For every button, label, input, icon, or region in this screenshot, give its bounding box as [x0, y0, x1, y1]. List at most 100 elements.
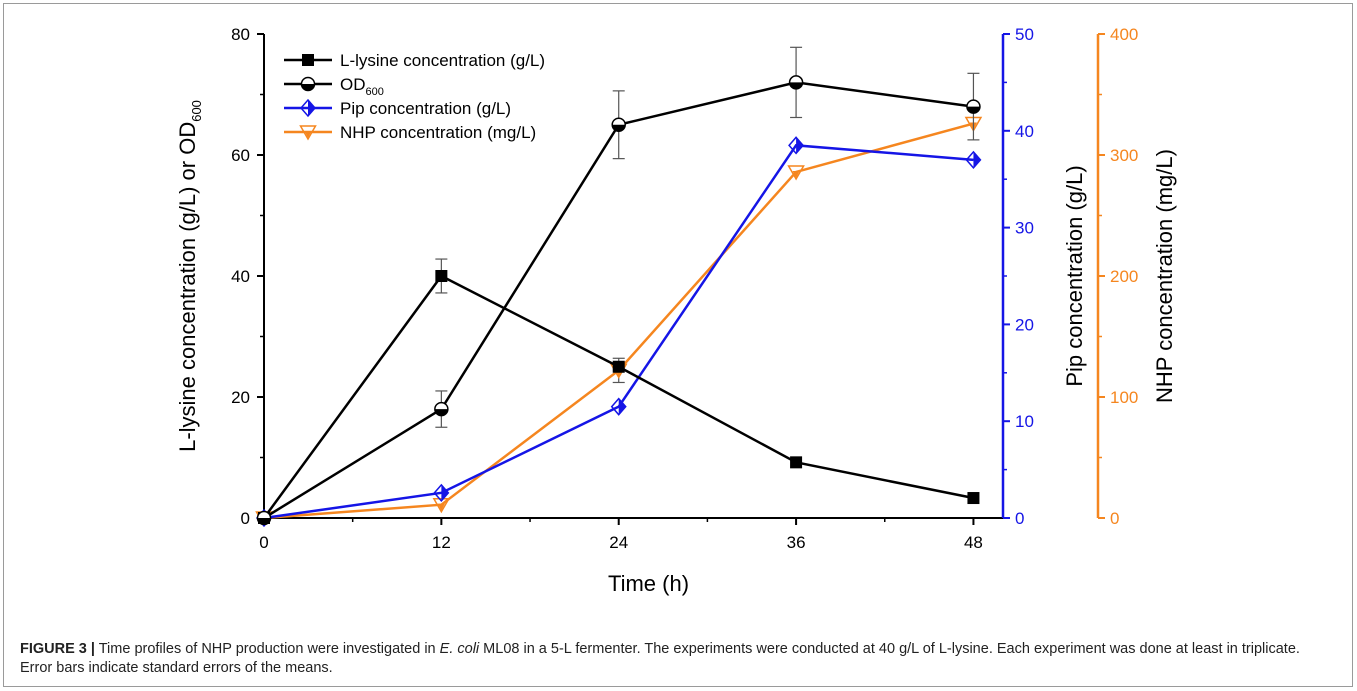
series-od-point-fill — [434, 409, 448, 416]
legend-label: OD600 — [340, 75, 384, 98]
right-axis-nhp-title: NHP concentration (mg/L) — [1152, 149, 1177, 403]
series-lysine — [258, 258, 980, 524]
right-axis-pip-tick-label: 30 — [1015, 219, 1034, 238]
right-axis-pip-tick-label: 0 — [1015, 509, 1024, 528]
legend-label: L-lysine concentration (g/L) — [340, 51, 545, 70]
legend-label-text: NHP concentration (mg/L) — [340, 123, 536, 142]
series-od-point-fill — [789, 82, 803, 89]
series-pip-point-outline — [433, 483, 450, 502]
series-pip-point-outline — [788, 136, 805, 155]
legend-item-pip: Pip concentration (g/L) — [284, 98, 511, 118]
series-od-point — [788, 75, 804, 90]
right-axis-pip-title: Pip concentration (g/L) — [1062, 165, 1087, 386]
right-axis-nhp-tick-label: 400 — [1110, 25, 1138, 44]
left-axis-title: L-lysine concentration (g/L) or OD600 — [175, 100, 204, 452]
series-pip-point-fill — [618, 398, 626, 415]
left-axis-title-main: L-lysine concentration (g/L) or OD — [175, 122, 200, 452]
x-axis-tick-label: 12 — [432, 533, 451, 552]
series-lysine-point-shape — [790, 456, 803, 469]
series-pip-point — [965, 150, 982, 169]
legend-swatch-marker-fill — [304, 131, 312, 138]
series-lysine-line — [262, 274, 974, 519]
legend-label: Pip concentration (g/L) — [340, 99, 511, 118]
series-nhp-point-fill — [437, 503, 445, 511]
series-od-point — [611, 117, 626, 132]
legend-swatch-marker-fill — [308, 100, 315, 116]
series-nhp — [255, 116, 983, 527]
right-axis-pip-tick-label: 20 — [1015, 315, 1034, 334]
x-axis-tick-label: 24 — [609, 533, 628, 552]
legend-swatch-marker-fill — [301, 84, 315, 91]
series-pip-point-fill — [441, 484, 449, 501]
legend-swatch-marker — [299, 125, 317, 141]
series-pip-point — [610, 397, 627, 416]
legend-label-text: OD — [340, 75, 366, 94]
caption-label: FIGURE 3 | — [20, 641, 95, 657]
legend-item-od: OD600 — [284, 75, 384, 98]
series-pip — [256, 136, 982, 528]
series-lysine-point-shape — [435, 270, 448, 282]
series-layer — [255, 46, 983, 528]
series-lysine-point — [435, 270, 448, 282]
right-axis-pip-tick-label: 10 — [1015, 412, 1034, 431]
series-od-point — [434, 401, 449, 417]
series-nhp-point-outline — [787, 165, 805, 181]
series-od-point-fill — [612, 124, 626, 132]
figure-frame — [3, 3, 1353, 687]
series-od — [256, 46, 981, 526]
series-nhp-point-fill — [792, 170, 800, 178]
axes-layer: 0 20 40 60 80 L-lysine concentration (g/L) or… — [175, 25, 1177, 596]
series-lysine-point — [790, 456, 803, 469]
legend-swatch-marker-shape — [302, 54, 314, 66]
legend-label: NHP concentration (mg/L) — [340, 123, 536, 142]
x-axis-title: Time (h) — [608, 571, 689, 596]
right-axis-nhp-tick-label: 0 — [1110, 509, 1119, 528]
left-axis-tick-label: 60 — [231, 146, 250, 165]
series-pip-point-outline — [965, 150, 982, 169]
legend-label-text: L-lysine concentration (g/L) — [340, 51, 545, 70]
legend-label-sub: 600 — [366, 86, 384, 98]
legend-item-nhp: NHP concentration (mg/L) — [284, 123, 536, 142]
caption-text-b: ML08 in a 5-L fermenter. The experiments… — [20, 641, 1300, 676]
legend-swatch-marker — [302, 54, 314, 66]
right-axis-nhp-tick-label: 100 — [1110, 388, 1138, 407]
x-axis-tick-label: 48 — [964, 533, 983, 552]
legend-label-text: Pip concentration (g/L) — [340, 99, 511, 118]
right-axis-pip-tick-label: 40 — [1015, 122, 1034, 141]
series-od-point — [966, 99, 981, 114]
series-pip-point-fill — [973, 151, 981, 168]
legend-swatch-marker — [300, 98, 316, 118]
x-axis-tick-label: 36 — [787, 533, 806, 552]
caption-text-a: Time profiles of NHP production were inv… — [94, 641, 440, 657]
left-axis-title-sub: 600 — [189, 100, 204, 122]
series-pip-point — [433, 483, 450, 502]
left-axis-tick-label: 80 — [231, 25, 250, 44]
series-od-point-fill — [257, 518, 271, 525]
series-pip-point — [788, 136, 805, 155]
series-pip-line — [263, 144, 974, 520]
series-lysine-point — [967, 492, 980, 505]
left-axis-tick-label: 20 — [231, 388, 250, 407]
legend-item-lysine: L-lysine concentration (g/L) — [284, 51, 545, 70]
series-lysine-point-shape — [967, 492, 980, 505]
series-pip-point-outline — [610, 397, 627, 416]
right-axis-nhp-tick-label: 200 — [1110, 267, 1138, 286]
right-axis-nhp-tick-label: 300 — [1110, 146, 1138, 165]
series-lysine-point-shape — [612, 360, 625, 373]
right-axis-pip-tick-label: 50 — [1015, 25, 1034, 44]
series-od-point — [256, 510, 272, 526]
caption-organism: E. coli — [439, 641, 480, 657]
series-lysine-point — [612, 360, 625, 373]
left-axis-tick-label: 40 — [231, 267, 250, 286]
series-pip-point-fill — [796, 137, 804, 154]
legend-swatch-marker — [300, 76, 316, 92]
left-axis-tick-label: 0 — [241, 509, 250, 528]
series-nhp-line — [263, 122, 974, 520]
x-axis-tick-label: 0 — [259, 533, 268, 552]
figure-caption: FIGURE 3 | Time profiles of NHP producti… — [20, 640, 1330, 678]
legend-swatch-marker-outline — [300, 98, 316, 118]
series-nhp-point — [787, 165, 805, 181]
series-od-point-fill — [966, 106, 980, 114]
